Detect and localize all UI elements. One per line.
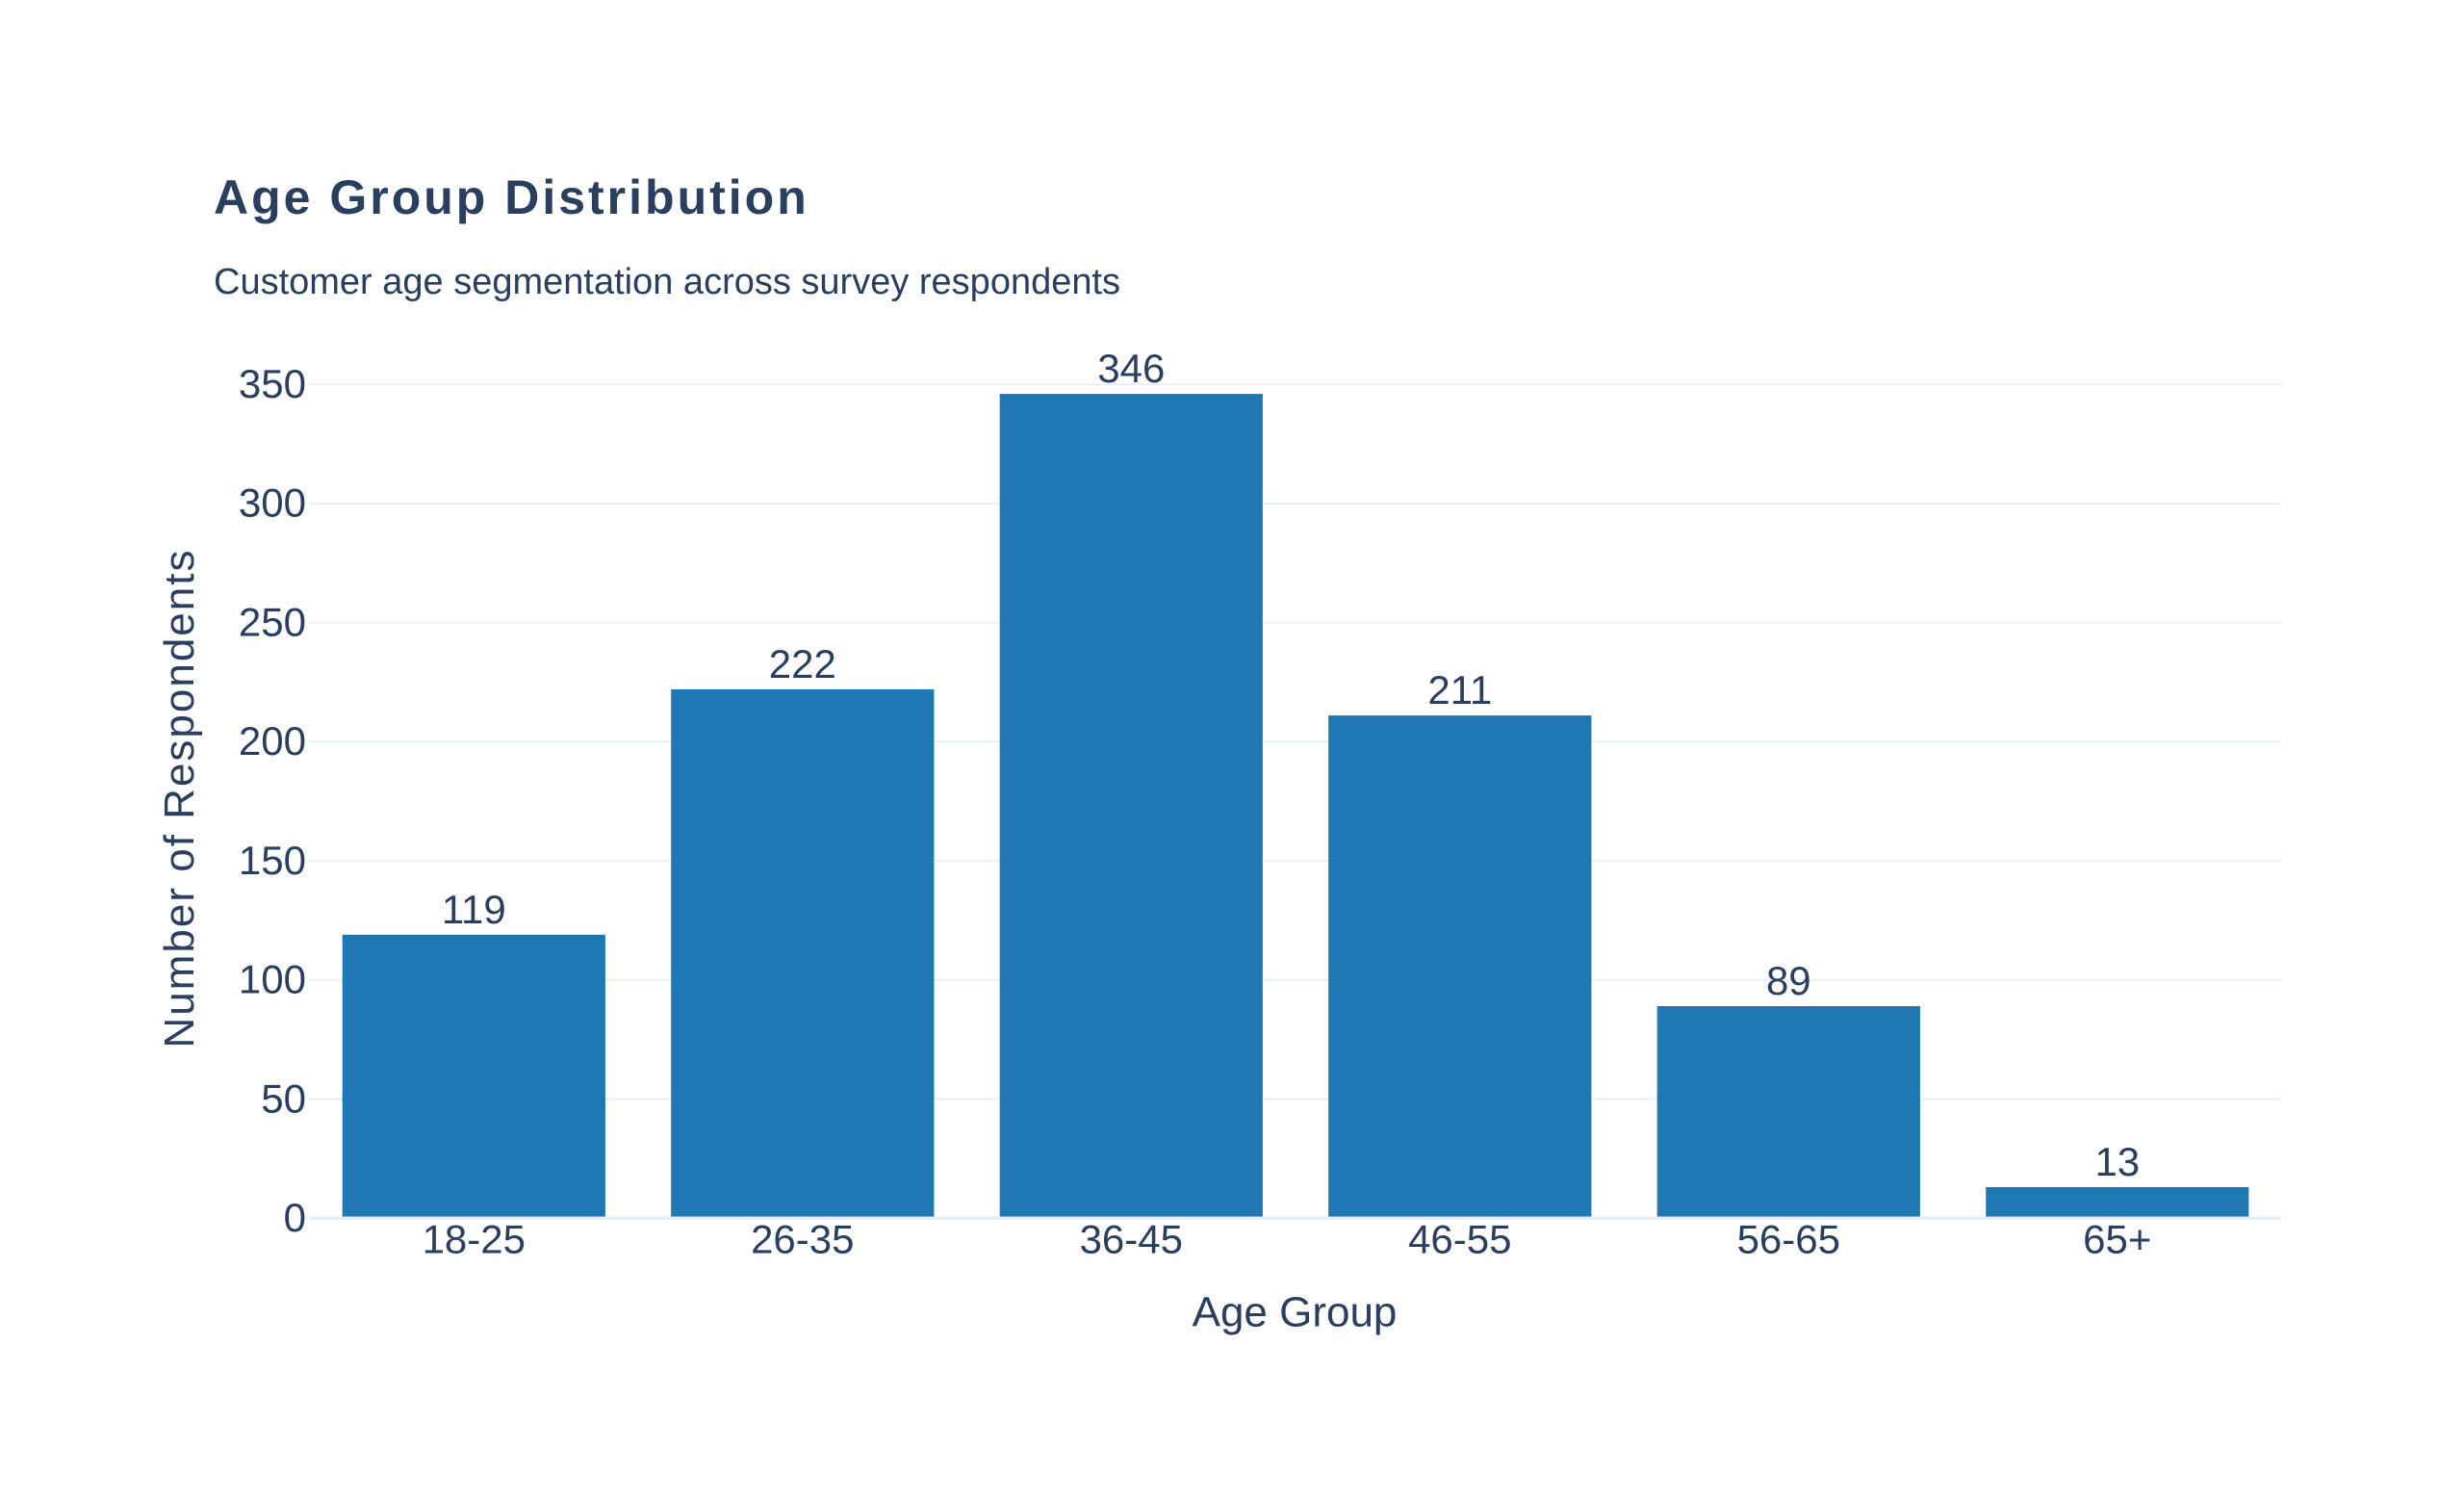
svg-text:18-25: 18-25 — [423, 1217, 526, 1262]
svg-text:13: 13 — [2094, 1139, 2140, 1184]
svg-text:300: 300 — [239, 480, 306, 526]
svg-text:36-45: 36-45 — [1080, 1217, 1183, 1262]
svg-text:89: 89 — [1766, 958, 1811, 1003]
svg-text:Number of Respondents: Number of Respondents — [156, 549, 203, 1049]
svg-text:150: 150 — [239, 838, 306, 883]
svg-text:119: 119 — [442, 887, 506, 932]
svg-text:Age Group: Age Group — [1193, 1289, 1398, 1336]
svg-text:26-35: 26-35 — [751, 1217, 854, 1262]
svg-text:46-55: 46-55 — [1408, 1217, 1511, 1262]
svg-text:222: 222 — [769, 641, 836, 686]
svg-text:200: 200 — [239, 718, 306, 764]
svg-text:Age Group Distribution: Age Group Distribution — [214, 170, 809, 224]
svg-text:Customer age segmentation acro: Customer age segmentation across survey … — [214, 262, 1120, 302]
svg-text:50: 50 — [261, 1075, 306, 1121]
svg-text:350: 350 — [239, 361, 306, 406]
svg-text:100: 100 — [239, 957, 306, 1002]
svg-text:346: 346 — [1097, 346, 1165, 391]
svg-text:65+: 65+ — [2083, 1217, 2151, 1262]
svg-text:0: 0 — [284, 1195, 306, 1240]
svg-text:211: 211 — [1427, 667, 1492, 712]
svg-text:250: 250 — [239, 599, 306, 644]
svg-text:56-65: 56-65 — [1737, 1217, 1840, 1262]
